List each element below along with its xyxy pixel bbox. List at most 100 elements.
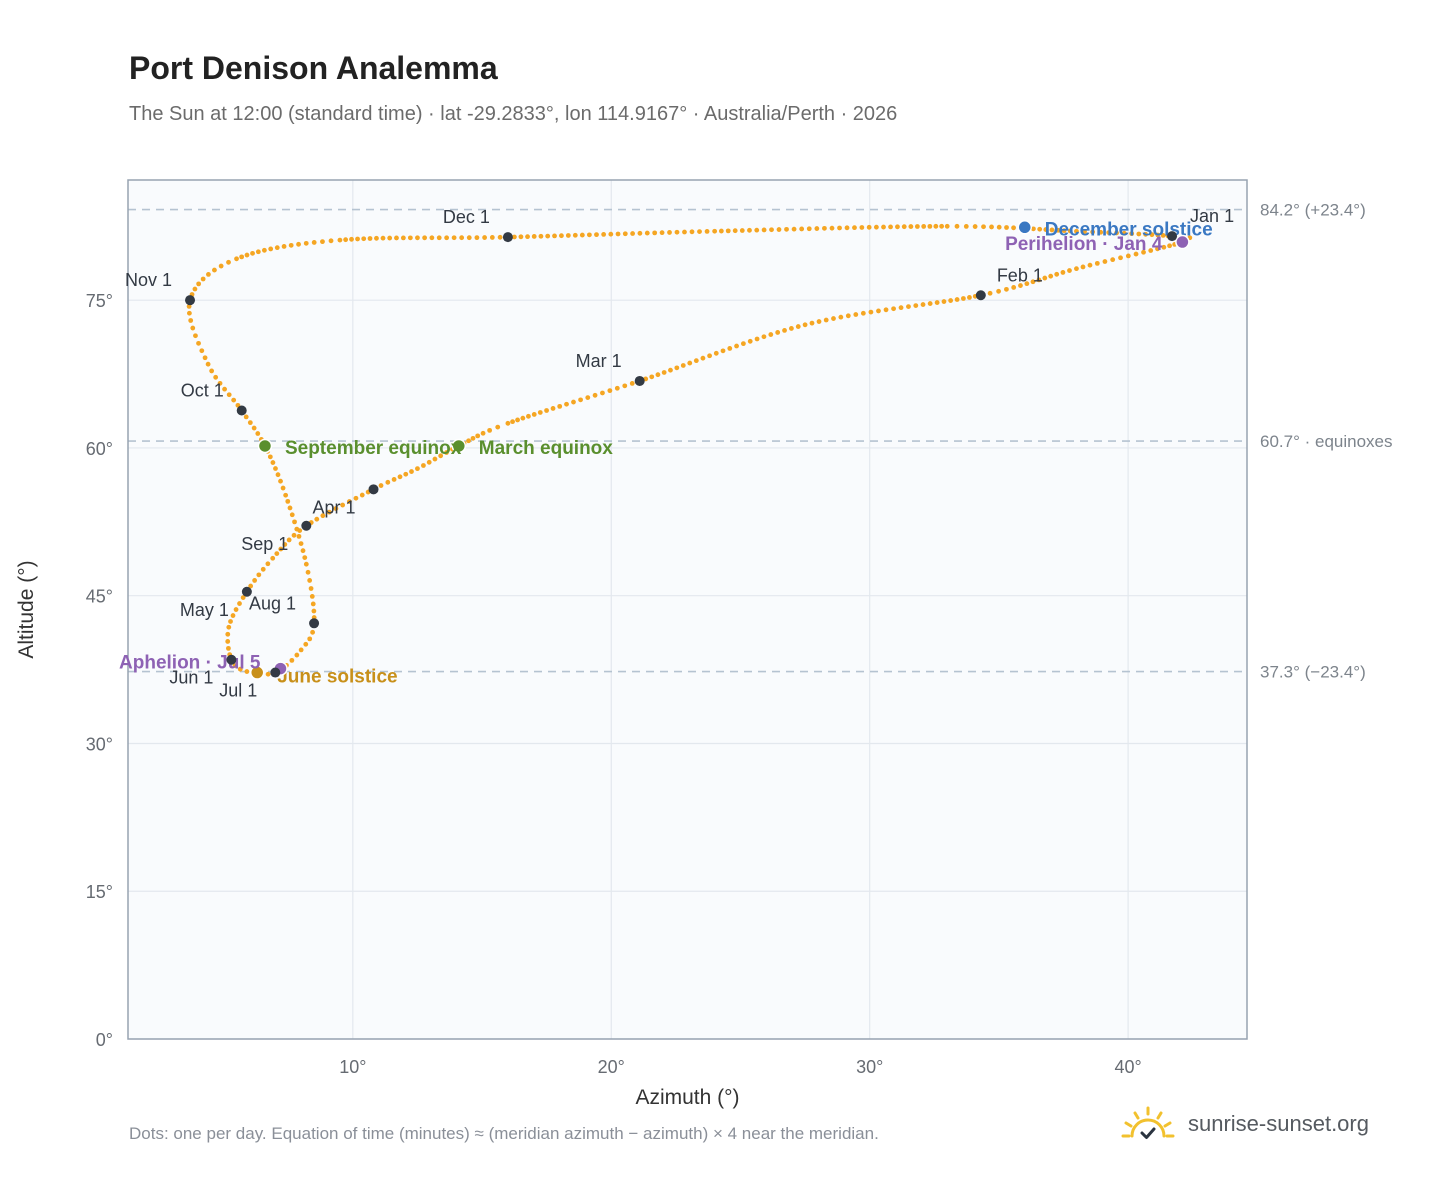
day-dot	[939, 223, 945, 229]
month-markers: Jan 1 Feb 1 Mar 1 Apr 1 May 1 Jun 1 Jul 1 Aug 1…	[125, 206, 1234, 700]
day-dot	[274, 245, 280, 251]
day-dot	[769, 227, 774, 233]
day-dot	[289, 657, 295, 663]
day-dot	[802, 322, 808, 328]
day-dot	[809, 320, 815, 326]
day-dot	[1149, 232, 1155, 238]
day-dot	[652, 230, 658, 236]
day-dot	[459, 235, 465, 241]
day-dot	[607, 388, 613, 394]
day-dot	[294, 652, 300, 658]
day-dot	[954, 297, 960, 302]
y-tick-label: 75°	[86, 291, 113, 311]
day-dot	[914, 224, 920, 229]
day-dot	[895, 224, 900, 230]
y-tick-label: 0°	[96, 1030, 113, 1050]
day-dot	[655, 372, 661, 378]
day-dot	[1011, 225, 1016, 231]
month-label: Jul 1	[219, 681, 257, 701]
day-dot	[544, 408, 549, 413]
day-dot	[196, 340, 201, 346]
day-dot	[421, 463, 426, 468]
day-dot	[1061, 228, 1067, 234]
day-dot	[190, 325, 196, 331]
day-dot	[256, 572, 262, 578]
day-dot	[426, 459, 432, 465]
day-dot	[789, 326, 794, 331]
day-dot	[550, 406, 556, 411]
month-marker	[502, 232, 513, 243]
day-dot	[374, 235, 379, 241]
day-dot	[754, 336, 760, 342]
day-dot	[713, 350, 719, 356]
day-dot	[199, 348, 205, 354]
day-dot	[674, 365, 680, 371]
day-dot	[981, 224, 986, 230]
day-dot	[206, 272, 211, 277]
x-tick-label: 20°	[598, 1057, 625, 1077]
day-dot	[1094, 260, 1100, 266]
day-dot	[243, 414, 249, 420]
day-dot	[328, 238, 334, 244]
day-dot	[400, 235, 406, 241]
brand-logo[interactable]: sunrise-sunset.org	[1120, 1102, 1369, 1146]
day-dot	[270, 460, 276, 465]
day-dot	[948, 298, 954, 303]
day-dot	[557, 403, 563, 409]
day-dot	[296, 241, 301, 247]
day-dot	[1125, 253, 1131, 259]
day-dot	[302, 555, 308, 560]
day-dot	[415, 235, 420, 241]
day-dot	[837, 225, 842, 231]
day-dot	[829, 225, 835, 231]
day-dot	[298, 647, 304, 653]
day-dot	[572, 232, 578, 238]
day-dot	[1167, 243, 1172, 249]
day-dot	[280, 485, 286, 491]
day-dot	[579, 232, 585, 238]
day-dot	[1011, 285, 1017, 290]
day-dot	[296, 533, 302, 539]
day-dot	[378, 483, 384, 488]
day-dot	[615, 231, 621, 237]
day-dot	[305, 569, 311, 575]
day-dot	[594, 232, 599, 238]
day-dot	[754, 227, 760, 233]
day-dot	[881, 224, 886, 230]
day-dot	[876, 308, 881, 314]
day-dot	[281, 244, 287, 249]
day-dot	[823, 317, 829, 323]
day-dot	[310, 601, 316, 607]
day-dot	[644, 230, 650, 236]
day-dot	[422, 235, 428, 241]
day-dot	[776, 227, 782, 232]
day-dot	[303, 240, 309, 246]
day-dot	[525, 234, 530, 240]
day-dot	[415, 466, 420, 472]
day-dot	[1133, 251, 1139, 257]
day-dot	[232, 663, 238, 669]
month-marker	[185, 295, 196, 306]
day-dot	[310, 629, 315, 635]
day-dot	[667, 230, 672, 235]
day-dot	[353, 495, 359, 501]
day-dot	[466, 438, 471, 444]
day-dot	[960, 296, 966, 301]
day-dot	[600, 390, 605, 396]
day-dot	[291, 532, 297, 538]
day-dot	[739, 228, 745, 233]
month-label: Mar 1	[576, 351, 622, 371]
day-dot	[285, 498, 291, 504]
day-dot	[226, 624, 232, 630]
day-dot	[908, 224, 914, 229]
day-dot	[720, 348, 726, 354]
day-dot	[288, 242, 294, 248]
day-dot	[511, 234, 517, 240]
day-dot	[520, 415, 526, 421]
day-dot	[934, 300, 940, 305]
day-dot	[196, 281, 202, 287]
day-dot	[307, 578, 313, 583]
day-dot	[791, 226, 797, 232]
day-dot	[1067, 228, 1073, 234]
